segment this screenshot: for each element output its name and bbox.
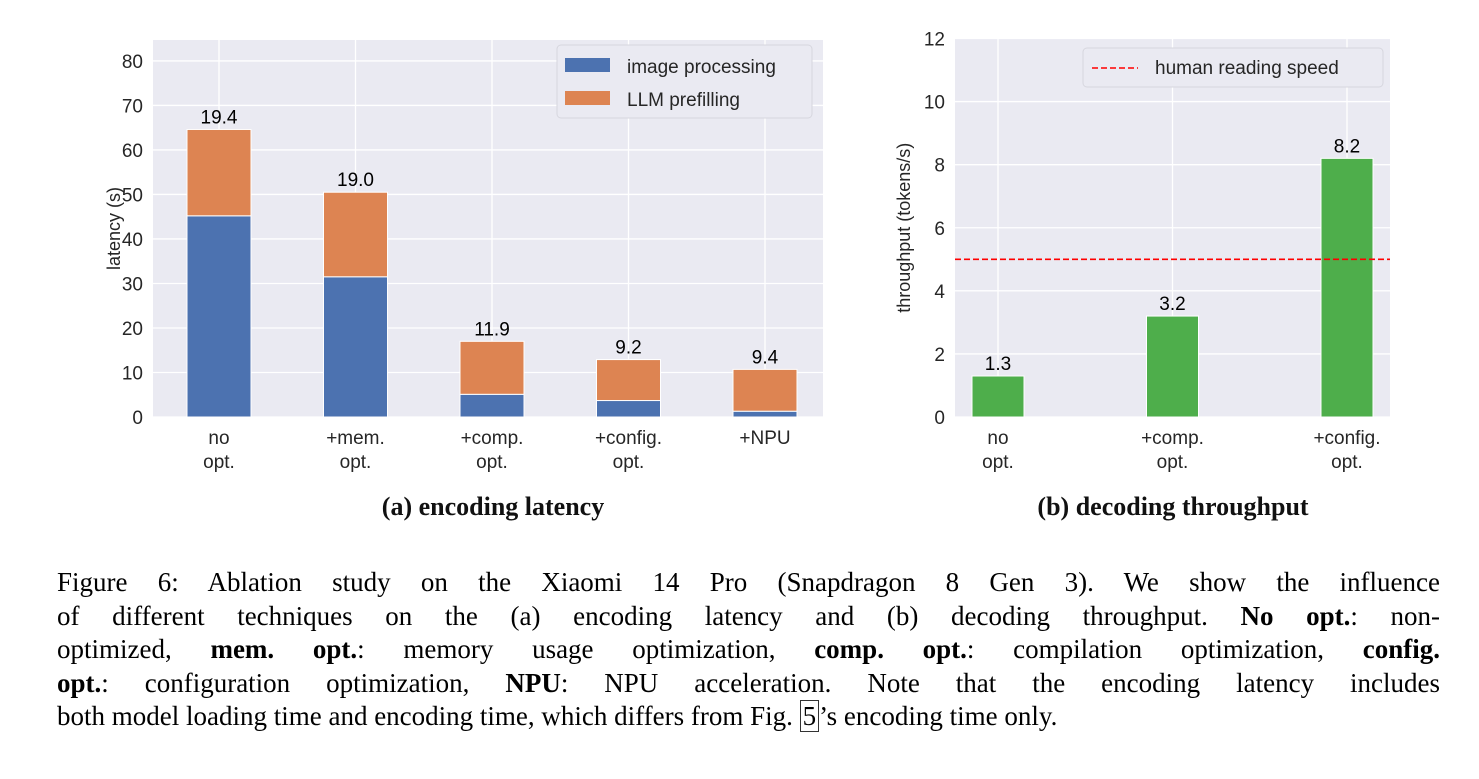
chart0-x-tick-label: +comp. [461, 428, 524, 449]
subplot-a-title: (a) encoding latency [381, 492, 605, 521]
caption-text: : NPU acceleration. Note that the encodi… [560, 667, 1440, 698]
chart0-bar [459, 340, 525, 395]
chart1-y-tick-label: 6 [934, 219, 945, 240]
chart1-x-tick-label: no [987, 428, 1008, 449]
chart1-x-tick-label: opt. [982, 452, 1014, 473]
chart0-data-label: 19.4 [201, 107, 238, 128]
caption-line: Figure 6: Ablation study on the Xiaomi 1… [57, 566, 1440, 600]
chart0-data-label: 9.4 [752, 347, 779, 368]
chart1-y-tick-label: 2 [934, 345, 945, 366]
chart1-y-tick-label: 0 [934, 408, 945, 429]
chart0-y-tick-label: 30 [122, 274, 143, 295]
caption-text: ’s encoding time only. [819, 701, 1058, 731]
chart0-y-tick-label: 0 [132, 408, 143, 429]
chart0-x-tick-label: opt. [203, 452, 235, 473]
legend-label: image processing [627, 57, 776, 78]
chart0-y-tick-label: 40 [122, 230, 143, 251]
caption-text: : configuration optimization, [101, 667, 506, 698]
chart0-data-label: 9.2 [615, 338, 641, 359]
chart0-bar [186, 128, 252, 217]
chart0-y-tick-label: 10 [122, 363, 143, 384]
caption-text: opt. [57, 667, 102, 698]
chart0-bar [323, 191, 388, 278]
caption-text: : memory usage optimization, [357, 634, 815, 664]
chart1-y-tick-label: 4 [934, 282, 945, 303]
chart1-bar [971, 375, 1025, 418]
legend-a [556, 44, 813, 119]
caption-text: Figure 6: Ablation study on the Xiaomi 1… [57, 567, 1440, 597]
chart1-data-label: 8.2 [1334, 136, 1360, 157]
chart0-bar [596, 359, 661, 402]
caption-line: both model loading time and encoding tim… [57, 700, 1440, 734]
chart1-x-tick-label: +comp. [1141, 428, 1204, 449]
chart1-bar [1146, 315, 1199, 418]
caption-text: mem. opt. [210, 634, 358, 664]
legend-label: human reading speed [1155, 58, 1339, 79]
chart0-y-tick-label: 70 [122, 96, 143, 117]
caption-line: optimized, mem. opt.: memory usage optim… [57, 633, 1440, 667]
chart0-x-tick-label: opt. [340, 452, 372, 473]
chart1-y-tick-label: 8 [934, 156, 945, 177]
chart0-y-tick-label: 60 [122, 141, 143, 162]
caption-text: both model loading time and encoding tim… [57, 701, 800, 731]
caption-line: of different techniques on the (a) encod… [57, 600, 1440, 634]
figure-reference-link[interactable]: 5 [799, 700, 820, 732]
caption-text: of different techniques on the (a) encod… [57, 600, 1241, 631]
caption-text: : non- [1350, 600, 1440, 631]
chart0-bar [323, 276, 388, 418]
chart0-data-label: 19.0 [337, 170, 374, 191]
chart0-data-label: 11.9 [474, 319, 510, 340]
chart0-y-tick-label: 50 [122, 185, 143, 206]
chart1-y-tick-label: 12 [924, 30, 945, 51]
chart0-x-tick-label: opt. [613, 452, 645, 473]
legend-label: LLM prefilling [627, 90, 740, 111]
chart0-bar [186, 215, 252, 418]
caption-text: comp. opt. [814, 634, 967, 664]
chart1-bar [1320, 157, 1374, 418]
chart1-y-tick-label: 10 [924, 93, 945, 114]
chart0-y-tick-label: 80 [122, 52, 143, 73]
chart1-x-tick-label: opt. [1157, 452, 1189, 473]
chart1-y-axis-label: throughput (tokens/s) [894, 143, 914, 313]
caption-text: No opt. [1240, 600, 1351, 631]
caption-text: optimized, [57, 634, 211, 664]
chart0-bar [596, 400, 661, 418]
chart1-data-label: 1.3 [985, 354, 1011, 375]
legend-b [1082, 47, 1384, 88]
chart0-x-tick-label: no [208, 428, 229, 449]
chart0-x-tick-label: +mem. [326, 428, 385, 449]
chart0-y-axis-label: latency (s) [104, 187, 124, 270]
figure-caption: Figure 6: Ablation study on the Xiaomi 1… [57, 566, 1440, 734]
chart0-x-tick-label: +config. [595, 428, 662, 449]
chart0-bar [459, 393, 525, 418]
chart0-y-tick-label: 20 [122, 319, 143, 340]
chart0-x-tick-label: opt. [476, 452, 508, 473]
legend-swatch [565, 58, 610, 72]
caption-line: opt.: configuration optimization, NPU: N… [57, 667, 1440, 701]
chart0-x-tick-label: +NPU [739, 428, 790, 449]
caption-text: config. [1362, 634, 1441, 664]
chart1-data-label: 3.2 [1159, 294, 1185, 315]
caption-text: NPU [505, 667, 561, 698]
legend-swatch [565, 91, 610, 105]
subplot-b-title: (b) decoding throughput [1037, 492, 1309, 521]
chart1-x-tick-label: +config. [1313, 428, 1380, 449]
chart1-x-tick-label: opt. [1331, 452, 1363, 473]
chart0-bar [732, 368, 798, 412]
chart0-bar [732, 410, 798, 418]
caption-text: : compilation optimization, [966, 634, 1363, 664]
